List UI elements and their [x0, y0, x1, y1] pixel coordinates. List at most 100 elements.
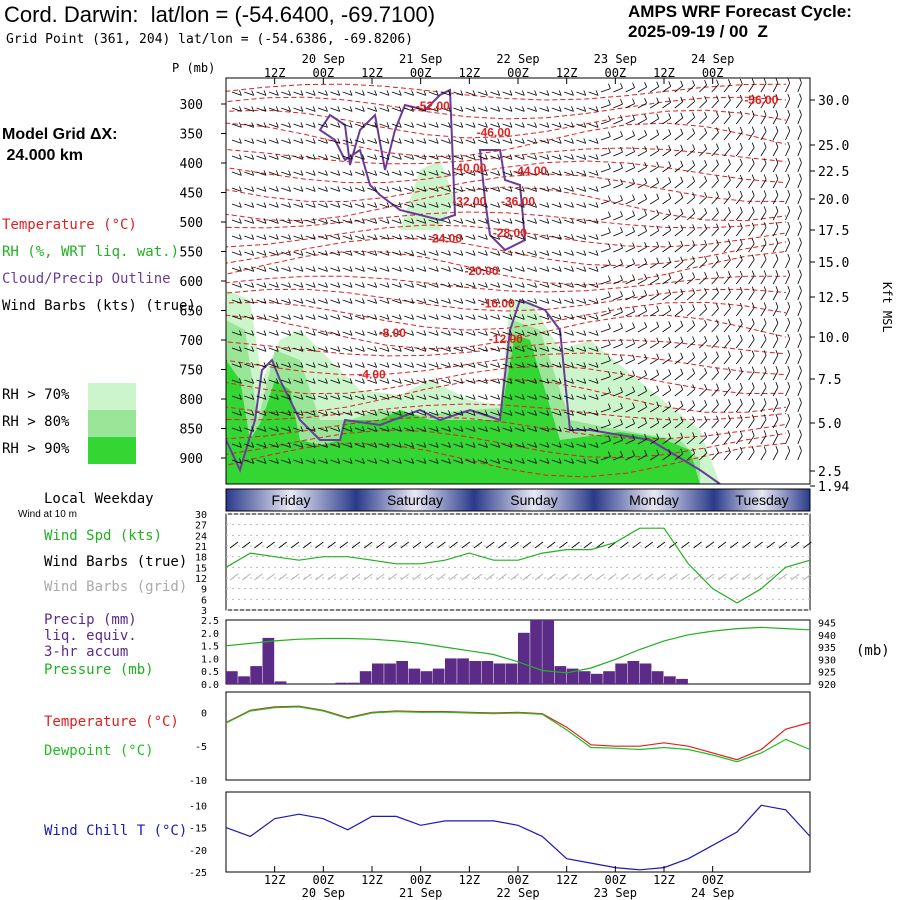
wind-barb: [305, 315, 316, 320]
wind-barb-feather: [509, 362, 513, 368]
wind-barb-feather: [656, 401, 660, 407]
wind-barb-feather: [799, 157, 802, 163]
wind-barb: [539, 283, 550, 288]
wind-barb-feather: [521, 314, 525, 320]
wind-barb-feather: [288, 90, 291, 96]
wind-barb: [293, 347, 304, 352]
wind-barb: [428, 395, 439, 400]
wind-barb-feather: [799, 397, 802, 403]
wind-barb: [576, 315, 586, 320]
wind-barb: [477, 363, 488, 368]
bottom-hour-label: 12Z: [556, 873, 578, 887]
wind-barb-feather: [423, 458, 427, 464]
wind-barb: [613, 439, 623, 445]
wind-barb: [772, 195, 779, 205]
wind-barb: [699, 420, 707, 429]
wind-barb-feather: [787, 125, 791, 132]
wind-barb: [465, 171, 476, 176]
wind-barb-feather: [374, 154, 378, 160]
wind-barb: [342, 363, 353, 368]
wind-barb-feather: [448, 266, 451, 272]
wind-barb-feather: [571, 266, 574, 272]
wind-barb: [281, 155, 291, 160]
wind-barb: [809, 347, 810, 348]
wind-barb: [760, 259, 767, 269]
wind-barb-feather: [448, 458, 451, 464]
wind-barb-feather: [751, 110, 755, 116]
wind-barb-grid: [559, 573, 568, 581]
wind-barb: [637, 342, 647, 349]
wind-barb: [514, 347, 525, 352]
wind-barb: [416, 187, 427, 192]
wind-barb-feather: [337, 266, 341, 272]
wind-barb-true: [229, 541, 239, 549]
wind-barb: [367, 123, 377, 128]
wind-barb-feather: [583, 234, 587, 240]
wind-barb: [723, 196, 731, 205]
wind-barb-feather: [325, 266, 328, 272]
precip-bar: [554, 666, 567, 684]
pressure-ytick-label: 940: [818, 631, 836, 642]
wind-barb-grid: [498, 573, 507, 581]
wind-barb-feather: [632, 354, 635, 360]
wind-barb: [281, 459, 291, 464]
wind-barb: [699, 372, 707, 381]
wind-barb-feather: [325, 154, 328, 160]
wind-barb: [723, 132, 731, 141]
wind-barb-feather: [239, 138, 242, 144]
wind-barb: [404, 203, 414, 208]
wind-barb-feather: [398, 330, 402, 336]
wind-barb: [551, 363, 562, 368]
wind-barb: [588, 299, 599, 304]
wind-barb-feather: [472, 186, 476, 192]
wind-barb: [563, 171, 574, 176]
wind-barb-feather: [668, 145, 672, 151]
temperature-contour-label: -40.00: [452, 161, 486, 175]
wind-barb: [748, 99, 755, 109]
wind-barb: [625, 103, 635, 109]
wind-barb: [465, 363, 476, 368]
wind-barb-feather: [509, 346, 513, 352]
wind-barb-feather: [460, 138, 464, 144]
wind-barb-feather: [386, 330, 390, 336]
wind-barb: [563, 395, 574, 400]
wind-barb: [293, 203, 304, 208]
wind-barb-feather: [583, 170, 587, 176]
wind-barb-feather: [374, 442, 378, 448]
wind-barb: [625, 327, 635, 333]
wind-barb-feather: [716, 239, 719, 245]
wind-barb: [391, 107, 402, 112]
wind-barb-feather: [775, 286, 779, 292]
wind-barb-feather: [692, 208, 695, 214]
wind-barb-feather: [595, 250, 599, 256]
wind-barb-feather: [325, 250, 328, 256]
wind-barb: [760, 163, 767, 173]
wind-barb: [625, 423, 635, 429]
wind-barb-feather: [763, 94, 767, 100]
wind-barb: [453, 427, 463, 432]
wind-barb-feather: [546, 138, 550, 144]
wind-barb: [490, 459, 500, 464]
wind-barb-feather: [680, 272, 684, 278]
wind-barb-feather: [620, 114, 623, 121]
wind-barb-feather: [251, 218, 255, 224]
wind-barb: [735, 83, 743, 93]
wind-barb: [662, 389, 671, 397]
wind-barb: [477, 123, 488, 128]
wind-barb: [760, 275, 767, 285]
pressure-ytick-label: 935: [818, 643, 836, 654]
wind-barb: [785, 274, 791, 285]
wind-barb: [772, 115, 779, 125]
wind-barb: [477, 235, 488, 240]
wind-barb-feather: [534, 330, 537, 336]
wind-barb: [625, 439, 635, 445]
wind-barb-feather: [787, 269, 791, 276]
wind-barb-feather: [546, 266, 550, 272]
wind-barb-true: [449, 541, 458, 549]
wind-barb-true: [742, 541, 751, 549]
wind-barb: [527, 347, 537, 352]
wind-barb: [514, 91, 525, 96]
temperature-contour-label: -46.00: [477, 125, 511, 139]
wind-barb-feather: [497, 330, 501, 336]
wind-barb-feather: [763, 318, 767, 324]
